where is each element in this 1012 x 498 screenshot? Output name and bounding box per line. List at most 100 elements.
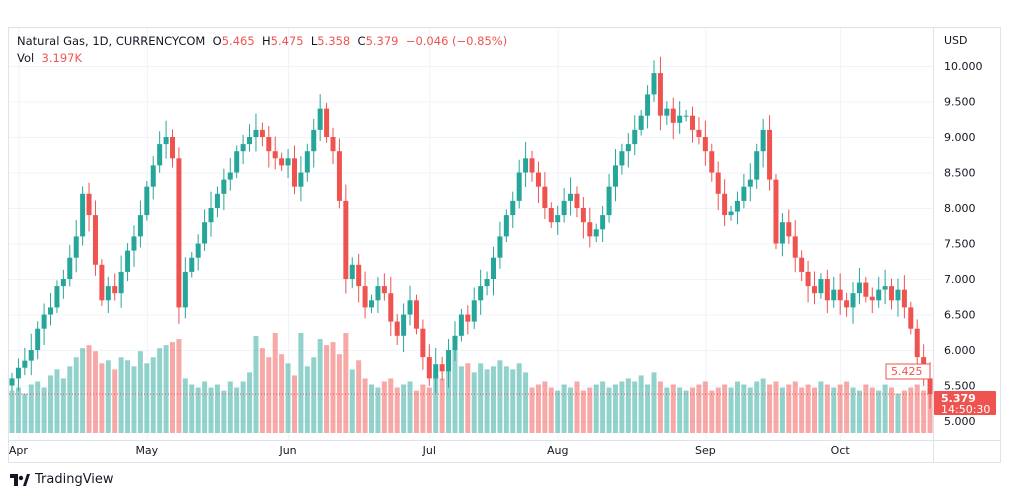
high-label: H bbox=[261, 34, 271, 48]
price-tick-label: 8.500 bbox=[944, 167, 976, 180]
tradingview-logo[interactable]: TradingView bbox=[10, 472, 114, 487]
candle-body bbox=[625, 144, 631, 152]
candle-body bbox=[240, 144, 246, 152]
candle-body bbox=[446, 350, 452, 372]
time-tick-label: Oct bbox=[831, 444, 851, 457]
price-chart[interactable]: USD 5.000 5.500 6.000 6.500 7.000 7.500 8.000 8.… bbox=[0, 0, 1012, 470]
volume-bar bbox=[9, 390, 15, 433]
candle-body bbox=[420, 328, 426, 358]
candle-body bbox=[195, 243, 201, 258]
last-price-label: 5.379 bbox=[941, 392, 976, 405]
volume-bar bbox=[343, 333, 349, 433]
candle-body bbox=[67, 257, 73, 279]
candle-body bbox=[247, 137, 253, 145]
candle-body bbox=[786, 222, 792, 237]
candle-body bbox=[632, 129, 638, 145]
candle-body bbox=[863, 282, 869, 297]
candle-body bbox=[170, 137, 175, 159]
candle-body bbox=[824, 279, 830, 301]
candle-body bbox=[568, 193, 574, 201]
volume-bar bbox=[728, 387, 734, 433]
candle-body bbox=[279, 158, 285, 166]
volume-bar bbox=[734, 381, 740, 433]
volume-bar bbox=[144, 363, 150, 433]
candle-body bbox=[683, 115, 689, 117]
time-tick-label: Sep bbox=[695, 444, 716, 457]
candle-body bbox=[356, 264, 362, 287]
volume-bar bbox=[195, 387, 201, 433]
volume-bar bbox=[253, 336, 259, 433]
candle-body bbox=[413, 300, 419, 329]
volume-bar bbox=[189, 384, 195, 433]
volume-bar bbox=[105, 360, 111, 433]
candle-body bbox=[394, 321, 400, 336]
candle-body bbox=[741, 186, 747, 201]
volume-bar bbox=[574, 381, 580, 433]
volume-bar bbox=[818, 381, 824, 433]
candle-body bbox=[349, 264, 355, 279]
candle-body bbox=[330, 137, 336, 152]
candle-body bbox=[876, 289, 882, 301]
low-label: L bbox=[310, 34, 318, 48]
volume-bar bbox=[227, 381, 233, 433]
candle-body bbox=[574, 193, 580, 208]
volume-bar bbox=[889, 387, 895, 433]
candle-body bbox=[850, 293, 856, 308]
volume-bar bbox=[388, 378, 394, 433]
volume-bar bbox=[683, 390, 689, 433]
candle-body bbox=[715, 172, 721, 194]
candle-body bbox=[285, 158, 291, 166]
volume-bar bbox=[420, 384, 426, 433]
price-tick-label: 7.500 bbox=[944, 238, 976, 251]
volume-bar bbox=[15, 387, 21, 433]
volume-bar bbox=[291, 375, 297, 433]
candle-body bbox=[35, 328, 41, 350]
candle-body bbox=[73, 236, 79, 258]
volume-bar bbox=[722, 384, 728, 433]
high-price-label: 5.425 bbox=[891, 365, 923, 378]
candle-body bbox=[561, 200, 567, 216]
volume-bar bbox=[131, 366, 137, 433]
volume-bar bbox=[426, 387, 432, 433]
candle-body bbox=[92, 215, 98, 265]
ohlc-legend: Natural Gas, 1D, CURRENCYCOM O5.465 H5.4… bbox=[17, 34, 507, 48]
volume-bar bbox=[452, 348, 458, 433]
candle-body bbox=[837, 289, 843, 301]
time-tick-label: Apr bbox=[9, 444, 29, 457]
volume-bar bbox=[247, 372, 253, 433]
volume-bar bbox=[446, 360, 452, 433]
candle-body bbox=[388, 293, 394, 322]
volume-bar bbox=[112, 369, 118, 433]
volume-bar bbox=[202, 381, 208, 433]
candle-body bbox=[22, 360, 28, 368]
volume-bar bbox=[856, 390, 862, 433]
countdown-label: 14:50:30 bbox=[941, 403, 990, 416]
low-value: 5.358 bbox=[317, 34, 351, 48]
volume-bar bbox=[548, 387, 554, 433]
close-label: C bbox=[357, 34, 366, 48]
volume-bar bbox=[22, 393, 28, 433]
close-value: 5.379 bbox=[365, 34, 399, 48]
candle-body bbox=[702, 137, 708, 152]
volume-bar bbox=[234, 387, 240, 433]
volume-bar bbox=[208, 387, 214, 433]
volume-bar bbox=[497, 360, 503, 433]
candle-body bbox=[426, 357, 432, 379]
volume-bar bbox=[279, 354, 285, 433]
candle-body bbox=[523, 158, 529, 173]
candle-body bbox=[182, 271, 188, 308]
volume-bar bbox=[298, 333, 304, 433]
high-price-marker bbox=[885, 363, 931, 380]
time-tick-label: Jul bbox=[422, 444, 436, 457]
price-tick-label: 10.000 bbox=[944, 60, 983, 73]
candle-body bbox=[747, 179, 753, 187]
candle-body bbox=[369, 300, 375, 308]
price-tick-label: 7.000 bbox=[944, 273, 976, 286]
price-tick-label: 8.000 bbox=[944, 202, 976, 215]
change-value: −0.046 (−0.85%) bbox=[405, 34, 508, 48]
volume-bar bbox=[664, 387, 670, 433]
candle-body bbox=[304, 151, 310, 173]
candle-body bbox=[664, 108, 670, 116]
volume-bar bbox=[767, 384, 773, 433]
open-value: 5.465 bbox=[221, 34, 255, 48]
